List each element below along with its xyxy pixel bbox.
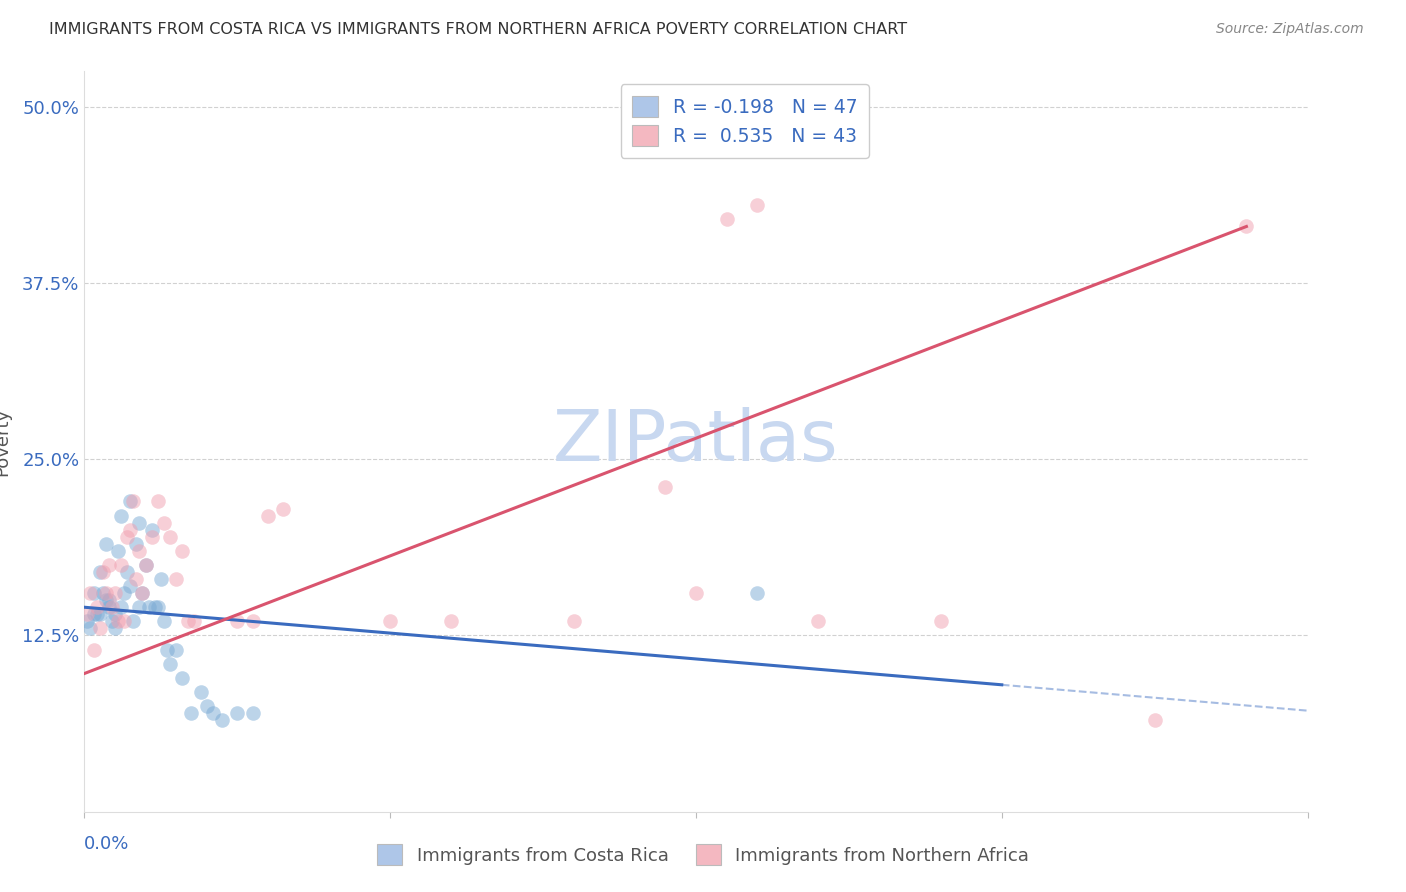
Point: [83, 607, 105, 622]
Point: [135, 558, 157, 572]
Point: [131, 586, 153, 600]
Point: [149, 572, 172, 586]
Point: [190, 685, 212, 699]
Text: 0.0%: 0.0%: [84, 835, 129, 853]
Point: [135, 558, 157, 572]
Point: [128, 544, 150, 558]
Point: [76, 615, 98, 629]
Point: [122, 615, 145, 629]
Y-axis label: Poverty: Poverty: [0, 408, 11, 475]
Point: [91, 565, 114, 579]
Point: [89, 565, 111, 579]
Point: [83, 586, 105, 600]
Point: [125, 537, 148, 551]
Point: [104, 586, 127, 600]
Point: [1143, 713, 1166, 727]
Point: [83, 642, 105, 657]
Point: [104, 621, 127, 635]
Point: [128, 516, 150, 530]
Point: [159, 530, 181, 544]
Point: [211, 713, 233, 727]
Point: [153, 516, 176, 530]
Legend: Immigrants from Costa Rica, Immigrants from Northern Africa: Immigrants from Costa Rica, Immigrants f…: [368, 835, 1038, 874]
Point: [195, 698, 218, 713]
Point: [159, 657, 181, 671]
Point: [654, 480, 676, 494]
Point: [89, 607, 111, 622]
Point: [86, 600, 108, 615]
Point: [101, 600, 124, 615]
Point: [172, 671, 194, 685]
Point: [141, 530, 163, 544]
Point: [156, 642, 179, 657]
Point: [929, 615, 952, 629]
Point: [86, 607, 108, 622]
Point: [716, 212, 738, 227]
Text: ZIPatlas: ZIPatlas: [553, 407, 839, 476]
Point: [120, 579, 142, 593]
Point: [440, 615, 463, 629]
Point: [165, 572, 187, 586]
Text: IMMIGRANTS FROM COSTA RICA VS IMMIGRANTS FROM NORTHERN AFRICA POVERTY CORRELATIO: IMMIGRANTS FROM COSTA RICA VS IMMIGRANTS…: [49, 22, 907, 37]
Point: [143, 600, 166, 615]
Point: [79, 621, 101, 635]
Point: [112, 615, 135, 629]
Point: [97, 558, 120, 572]
Point: [104, 607, 127, 622]
Point: [122, 494, 145, 508]
Point: [146, 600, 169, 615]
Point: [807, 615, 830, 629]
Point: [120, 494, 142, 508]
Point: [271, 501, 294, 516]
Point: [89, 621, 111, 635]
Point: [125, 572, 148, 586]
Point: [101, 615, 124, 629]
Point: [1236, 219, 1258, 234]
Point: [128, 600, 150, 615]
Point: [180, 706, 202, 720]
Point: [94, 593, 117, 607]
Point: [94, 537, 117, 551]
Point: [107, 615, 129, 629]
Text: Source: ZipAtlas.com: Source: ZipAtlas.com: [1216, 22, 1364, 37]
Point: [110, 508, 132, 523]
Point: [79, 586, 101, 600]
Point: [131, 586, 153, 600]
Point: [226, 706, 249, 720]
Point: [110, 600, 132, 615]
Point: [242, 706, 264, 720]
Point: [172, 544, 194, 558]
Point: [115, 565, 138, 579]
Point: [380, 615, 402, 629]
Point: [97, 600, 120, 615]
Point: [165, 642, 187, 657]
Point: [107, 544, 129, 558]
Point: [747, 586, 769, 600]
Legend: R = -0.198   N = 47, R =  0.535   N = 43: R = -0.198 N = 47, R = 0.535 N = 43: [620, 85, 869, 158]
Point: [242, 615, 264, 629]
Point: [120, 523, 142, 537]
Point: [226, 615, 249, 629]
Point: [110, 558, 132, 572]
Point: [91, 586, 114, 600]
Point: [141, 523, 163, 537]
Point: [146, 494, 169, 508]
Point: [76, 607, 98, 622]
Point: [97, 593, 120, 607]
Point: [685, 586, 707, 600]
Point: [153, 615, 176, 629]
Point: [201, 706, 224, 720]
Point: [747, 198, 769, 212]
Point: [177, 615, 200, 629]
Point: [183, 615, 205, 629]
Point: [138, 600, 160, 615]
Point: [257, 508, 280, 523]
Point: [115, 530, 138, 544]
Point: [562, 615, 585, 629]
Point: [112, 586, 135, 600]
Point: [94, 586, 117, 600]
